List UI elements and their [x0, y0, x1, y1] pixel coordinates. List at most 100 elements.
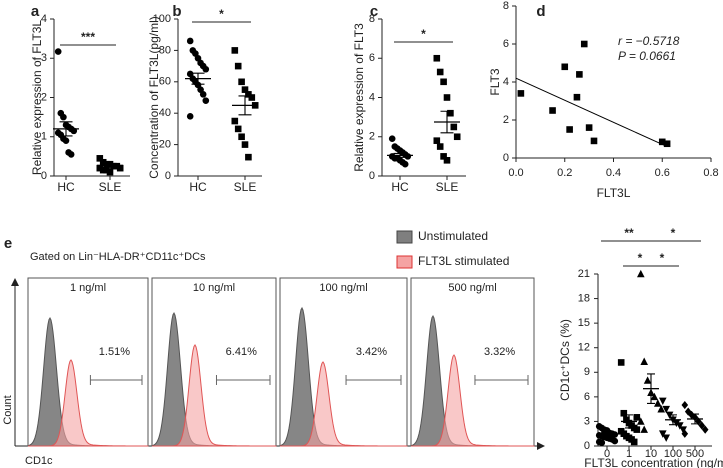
category-points	[388, 135, 412, 168]
y-tick-label: 100	[153, 13, 171, 25]
y-tick-label: 15	[578, 317, 590, 329]
y-tick-label: 6	[369, 52, 375, 64]
point	[576, 71, 583, 78]
point	[202, 65, 210, 73]
legend-label: Unstimulated	[418, 229, 488, 243]
category-points	[54, 48, 78, 158]
fit-line	[515, 77, 668, 148]
annotation: P = 0.0661	[618, 49, 676, 63]
point	[630, 438, 638, 446]
y-tick-label: 8	[503, 0, 509, 12]
error-bar	[440, 110, 454, 134]
error-bar	[647, 373, 655, 404]
point	[433, 137, 441, 144]
point	[633, 426, 641, 433]
point	[561, 63, 569, 71]
error-bar	[238, 95, 252, 116]
point	[248, 94, 256, 101]
x-tick-label: HC	[189, 180, 207, 194]
error-bar	[691, 413, 699, 425]
point	[580, 40, 588, 48]
point	[54, 48, 62, 55]
y-tick-label: 20	[159, 139, 171, 151]
y-tick-label: 60	[159, 76, 171, 88]
y-tick-label: 3	[584, 415, 590, 427]
panel-letter: b	[172, 3, 181, 20]
point	[62, 137, 70, 144]
stimulated-histogram	[28, 359, 149, 447]
point	[637, 269, 645, 278]
point	[433, 54, 441, 62]
panel-label: 10 ng/ml	[193, 282, 235, 294]
point	[654, 399, 662, 407]
point	[611, 431, 619, 438]
category-points	[96, 155, 124, 176]
point	[202, 97, 210, 104]
panel-letter: e	[4, 235, 12, 252]
point	[234, 62, 242, 70]
point	[106, 168, 114, 176]
point	[633, 414, 641, 421]
x-tick-label: 100	[664, 448, 682, 460]
significance-label: *	[671, 226, 676, 240]
point	[245, 153, 252, 161]
stimulated-histogram	[280, 361, 408, 447]
point	[67, 151, 75, 158]
x-tick-label: 0	[604, 448, 610, 460]
subtitle: Gated on Lin⁻HLA-DR⁺CD11c⁺DCs	[30, 251, 206, 263]
category-points	[617, 359, 641, 446]
point	[436, 143, 444, 150]
x-tick-label: SLE	[436, 180, 459, 194]
point	[657, 405, 665, 413]
point	[566, 126, 573, 133]
y-axis-label: Relative expression of FLT3L	[30, 20, 44, 176]
point	[688, 410, 695, 419]
x-tick-label: 0.0	[508, 167, 523, 179]
y-tick-label: 0	[503, 152, 509, 164]
point	[585, 124, 593, 131]
y-tick-label: 0	[584, 440, 590, 452]
point	[443, 157, 451, 164]
y-tick-label: 0	[369, 170, 375, 182]
point	[238, 133, 245, 141]
x-tick-label: 10	[645, 448, 657, 460]
y-tick-label: 8	[369, 13, 375, 25]
x-tick-label: 1	[626, 448, 632, 460]
point	[440, 78, 447, 86]
category-points	[637, 269, 665, 433]
panel-label: 500 ng/ml	[448, 282, 496, 294]
x-tick-label: 0.8	[703, 167, 718, 179]
x-tick-label: 0.6	[655, 167, 670, 179]
category-points	[595, 423, 619, 447]
unstimulated-histogram	[279, 306, 408, 447]
legend-swatch	[396, 230, 413, 244]
point	[676, 422, 684, 430]
point	[679, 426, 687, 434]
x-tick-label: HC	[391, 180, 409, 194]
panel-letter: c	[370, 3, 378, 20]
point	[238, 78, 245, 86]
point	[517, 90, 525, 97]
panel-letter: a	[31, 3, 40, 20]
category-points	[231, 47, 259, 161]
unstimulated-histogram	[410, 314, 535, 447]
x-tick-label: 500	[686, 448, 704, 460]
x-tick-label: 0.2	[557, 167, 572, 179]
point	[617, 359, 625, 366]
point	[573, 93, 581, 101]
y-axis-label: Concentration of FLT3L(pg/ml)	[147, 16, 161, 179]
y-tick-label: 6	[503, 38, 509, 50]
gate	[215, 375, 271, 385]
point	[404, 153, 412, 160]
legend-label: FLT3L stimulated	[418, 254, 509, 268]
stimulated-histogram	[152, 344, 277, 447]
point	[598, 439, 606, 447]
y-tick-label: 0	[41, 170, 47, 182]
error-bar	[625, 414, 633, 429]
point	[443, 94, 451, 101]
point	[549, 107, 556, 114]
annotation: r = −0.5718	[618, 34, 680, 48]
y-tick-label: 80	[159, 44, 171, 56]
x-tick-label: SLE	[234, 180, 257, 194]
point	[241, 141, 249, 148]
